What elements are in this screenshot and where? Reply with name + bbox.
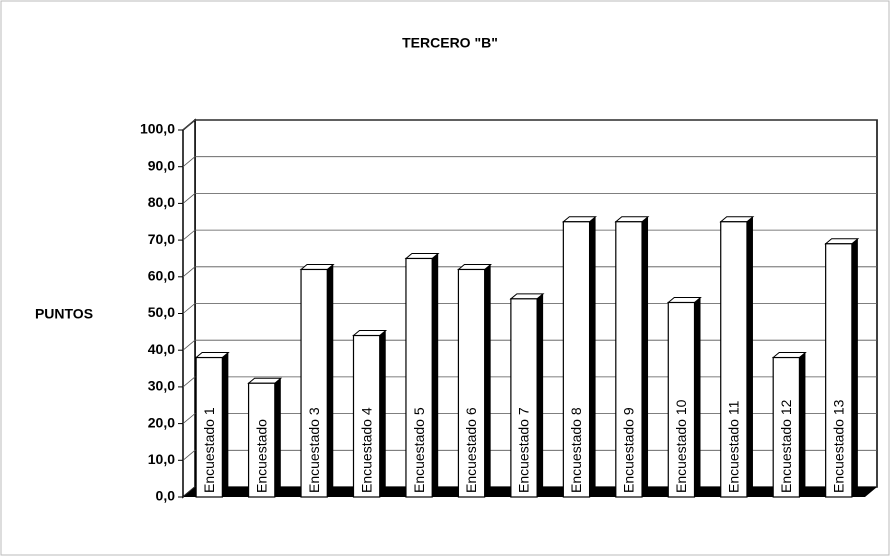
y-tick-label: 40,0 (148, 341, 175, 357)
bar-top (194, 352, 230, 359)
y-tick-label: 60,0 (148, 268, 175, 284)
bar (300, 268, 328, 498)
bar-side (746, 216, 753, 497)
bar-top (614, 216, 650, 223)
y-tick-label: 90,0 (148, 157, 175, 173)
y-tick-label: 50,0 (148, 304, 175, 320)
y-tick-label: 20,0 (148, 414, 175, 430)
y-tick-label: 10,0 (148, 451, 175, 467)
bar-top (561, 216, 597, 223)
bar-top (719, 216, 755, 223)
y-tick-label: 80,0 (148, 194, 175, 210)
bar (457, 268, 486, 498)
bar-category-label: Encuestado 9 (621, 407, 637, 493)
grid-line (182, 449, 877, 461)
bar-side (537, 293, 544, 497)
y-tick-label: 30,0 (148, 378, 175, 394)
bar (825, 243, 853, 498)
bar-category-label: Encuestado 10 (673, 399, 689, 493)
bar-category-label: Encuestado 4 (358, 407, 374, 493)
bar-top (352, 330, 388, 337)
bar-side (694, 297, 701, 497)
grid-line (182, 266, 877, 278)
bar-category-label: Encuestado 1 (201, 407, 217, 493)
bar-side (327, 264, 334, 497)
bar-top (457, 263, 493, 270)
bar (562, 221, 591, 498)
y-axis-label: PUNTOS (35, 306, 93, 322)
bar (772, 356, 801, 498)
bar-category-label: Encuestado 7 (516, 407, 532, 493)
bar-category-label: Encuestado 5 (411, 407, 427, 493)
bar-category-label: Encuestado 6 (463, 407, 479, 493)
grid-line (182, 156, 877, 168)
grid-line (182, 303, 877, 314)
bar (195, 356, 223, 498)
bar (405, 257, 433, 498)
grid-line (182, 376, 877, 388)
bar (352, 334, 381, 498)
grid-line (182, 192, 877, 204)
bar-top (509, 293, 545, 300)
y-tick-label: 100,0 (140, 121, 175, 137)
bar-side (589, 216, 596, 497)
bar-side (274, 378, 281, 497)
bar (247, 382, 276, 498)
chart-title: TERCERO "B" (402, 35, 498, 51)
bar-top (824, 238, 860, 245)
grid-line (182, 339, 877, 351)
y-tick-label: 0,0 (156, 488, 176, 504)
bar-top (299, 263, 335, 270)
bar-side (851, 238, 858, 497)
grid-line (182, 119, 877, 131)
bar-top (666, 296, 702, 303)
bar (615, 221, 643, 498)
bar-side (379, 330, 386, 497)
grid-line (182, 229, 877, 241)
grid-line (182, 413, 877, 424)
bar-category-label: Encuestado 12 (778, 399, 794, 493)
bar-side (799, 352, 806, 497)
bar (510, 298, 538, 498)
bar-side (484, 264, 491, 497)
bar-category-label: Encuestado 13 (830, 399, 846, 493)
bar-category-label: Encuestado 8 (568, 407, 584, 493)
bar-top (247, 377, 283, 384)
bar-side (432, 253, 439, 497)
bar (667, 301, 696, 498)
y-tick-label: 70,0 (148, 231, 175, 247)
bar-side (642, 216, 649, 497)
bar (720, 221, 748, 498)
bar-top (404, 252, 440, 259)
bar-top (771, 352, 807, 359)
bar-side (222, 352, 229, 497)
bar-category-label: Encuestado 3 (306, 407, 322, 493)
bar-category-label: Encuestado (253, 419, 269, 493)
bar-category-label: Encuestado 11 (726, 400, 742, 493)
